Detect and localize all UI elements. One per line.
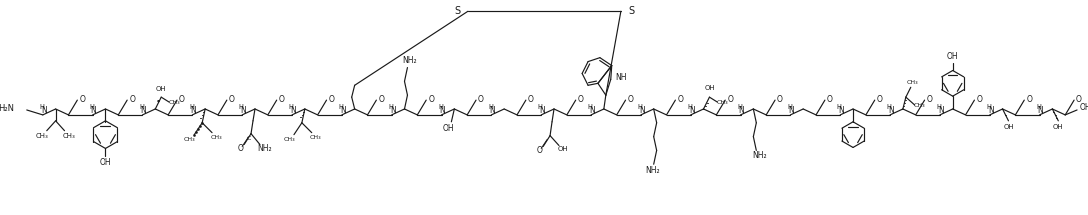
Text: CH₃: CH₃ xyxy=(36,133,48,139)
Text: O: O xyxy=(279,95,285,104)
Text: OH: OH xyxy=(1053,124,1064,130)
Text: N: N xyxy=(988,106,993,115)
Text: H: H xyxy=(837,104,842,110)
Text: O: O xyxy=(678,95,683,104)
Text: H: H xyxy=(1036,104,1041,110)
Text: N: N xyxy=(789,106,794,115)
Text: H: H xyxy=(937,104,941,110)
Text: O: O xyxy=(79,95,85,104)
Text: H: H xyxy=(537,104,543,110)
Text: O: O xyxy=(827,95,832,104)
Text: N: N xyxy=(290,106,296,115)
Text: O: O xyxy=(1026,95,1033,104)
Text: N: N xyxy=(888,106,894,115)
Text: OH: OH xyxy=(443,124,454,133)
Text: CH₃: CH₃ xyxy=(184,137,195,142)
Text: H: H xyxy=(238,104,244,110)
Text: N: N xyxy=(839,106,844,115)
Text: O: O xyxy=(329,95,334,104)
Text: O: O xyxy=(129,95,135,104)
Text: H: H xyxy=(139,104,144,110)
Text: OH: OH xyxy=(1079,103,1088,112)
Text: H: H xyxy=(39,104,45,110)
Text: NH₂: NH₂ xyxy=(645,166,660,175)
Text: NH₂: NH₂ xyxy=(403,56,417,65)
Text: NH₂: NH₂ xyxy=(752,151,767,160)
Text: OH: OH xyxy=(100,158,111,167)
Text: C: C xyxy=(247,136,251,141)
Text: N: N xyxy=(1038,106,1043,115)
Text: H: H xyxy=(388,104,393,110)
Text: CH₃: CH₃ xyxy=(310,135,321,140)
Text: OH: OH xyxy=(947,52,959,61)
Text: H: H xyxy=(688,104,692,110)
Text: CH₃: CH₃ xyxy=(914,103,926,108)
Text: OH: OH xyxy=(557,146,568,152)
Text: N: N xyxy=(90,106,97,115)
Text: S: S xyxy=(454,6,460,16)
Text: CH₃: CH₃ xyxy=(283,137,295,142)
Text: CH₃: CH₃ xyxy=(169,100,180,104)
Text: O: O xyxy=(228,95,235,104)
Text: O: O xyxy=(536,146,542,155)
Text: H: H xyxy=(638,104,642,110)
Text: CH₃: CH₃ xyxy=(63,133,76,139)
Text: N: N xyxy=(589,106,595,115)
Text: O: O xyxy=(877,95,882,104)
Text: N: N xyxy=(938,106,943,115)
Text: O: O xyxy=(237,144,243,153)
Text: O: O xyxy=(578,95,583,104)
Text: O: O xyxy=(429,95,434,104)
Text: N: N xyxy=(240,106,246,115)
Text: O: O xyxy=(180,95,185,104)
Text: N: N xyxy=(490,106,495,115)
Text: N: N xyxy=(739,106,744,115)
Text: N: N xyxy=(41,106,47,115)
Text: O: O xyxy=(478,95,484,104)
Text: H: H xyxy=(737,104,742,110)
Text: N: N xyxy=(390,106,396,115)
Text: O: O xyxy=(927,95,932,104)
Text: H: H xyxy=(89,104,94,110)
Text: CH₃: CH₃ xyxy=(210,135,222,140)
Text: N: N xyxy=(689,106,694,115)
Text: N: N xyxy=(339,106,346,115)
Text: S: S xyxy=(629,6,635,16)
Text: H: H xyxy=(987,104,991,110)
Text: H: H xyxy=(338,104,344,110)
Text: N: N xyxy=(540,106,545,115)
Text: O: O xyxy=(1076,95,1081,104)
Text: H: H xyxy=(189,104,194,110)
Text: OH: OH xyxy=(156,86,166,92)
Text: H₂N: H₂N xyxy=(0,104,14,114)
Text: N: N xyxy=(190,106,196,115)
Text: H: H xyxy=(588,104,593,110)
Text: N: N xyxy=(140,106,147,115)
Text: O: O xyxy=(379,95,384,104)
Text: OH: OH xyxy=(705,85,716,91)
Text: O: O xyxy=(628,95,633,104)
Text: H: H xyxy=(787,104,792,110)
Text: H: H xyxy=(438,104,443,110)
Text: O: O xyxy=(528,95,534,104)
Text: O: O xyxy=(777,95,783,104)
Text: N: N xyxy=(639,106,645,115)
Text: CH₃: CH₃ xyxy=(717,100,728,104)
Text: O: O xyxy=(976,95,982,104)
Text: H: H xyxy=(288,104,294,110)
Text: NH₂: NH₂ xyxy=(258,144,272,153)
Text: O: O xyxy=(727,95,733,104)
Text: OH: OH xyxy=(1003,124,1014,130)
Text: H: H xyxy=(487,104,493,110)
Text: N: N xyxy=(440,106,445,115)
Text: ●: ● xyxy=(157,99,160,103)
Text: NH: NH xyxy=(616,73,627,82)
Text: H: H xyxy=(887,104,891,110)
Text: CH₃: CH₃ xyxy=(907,80,918,85)
